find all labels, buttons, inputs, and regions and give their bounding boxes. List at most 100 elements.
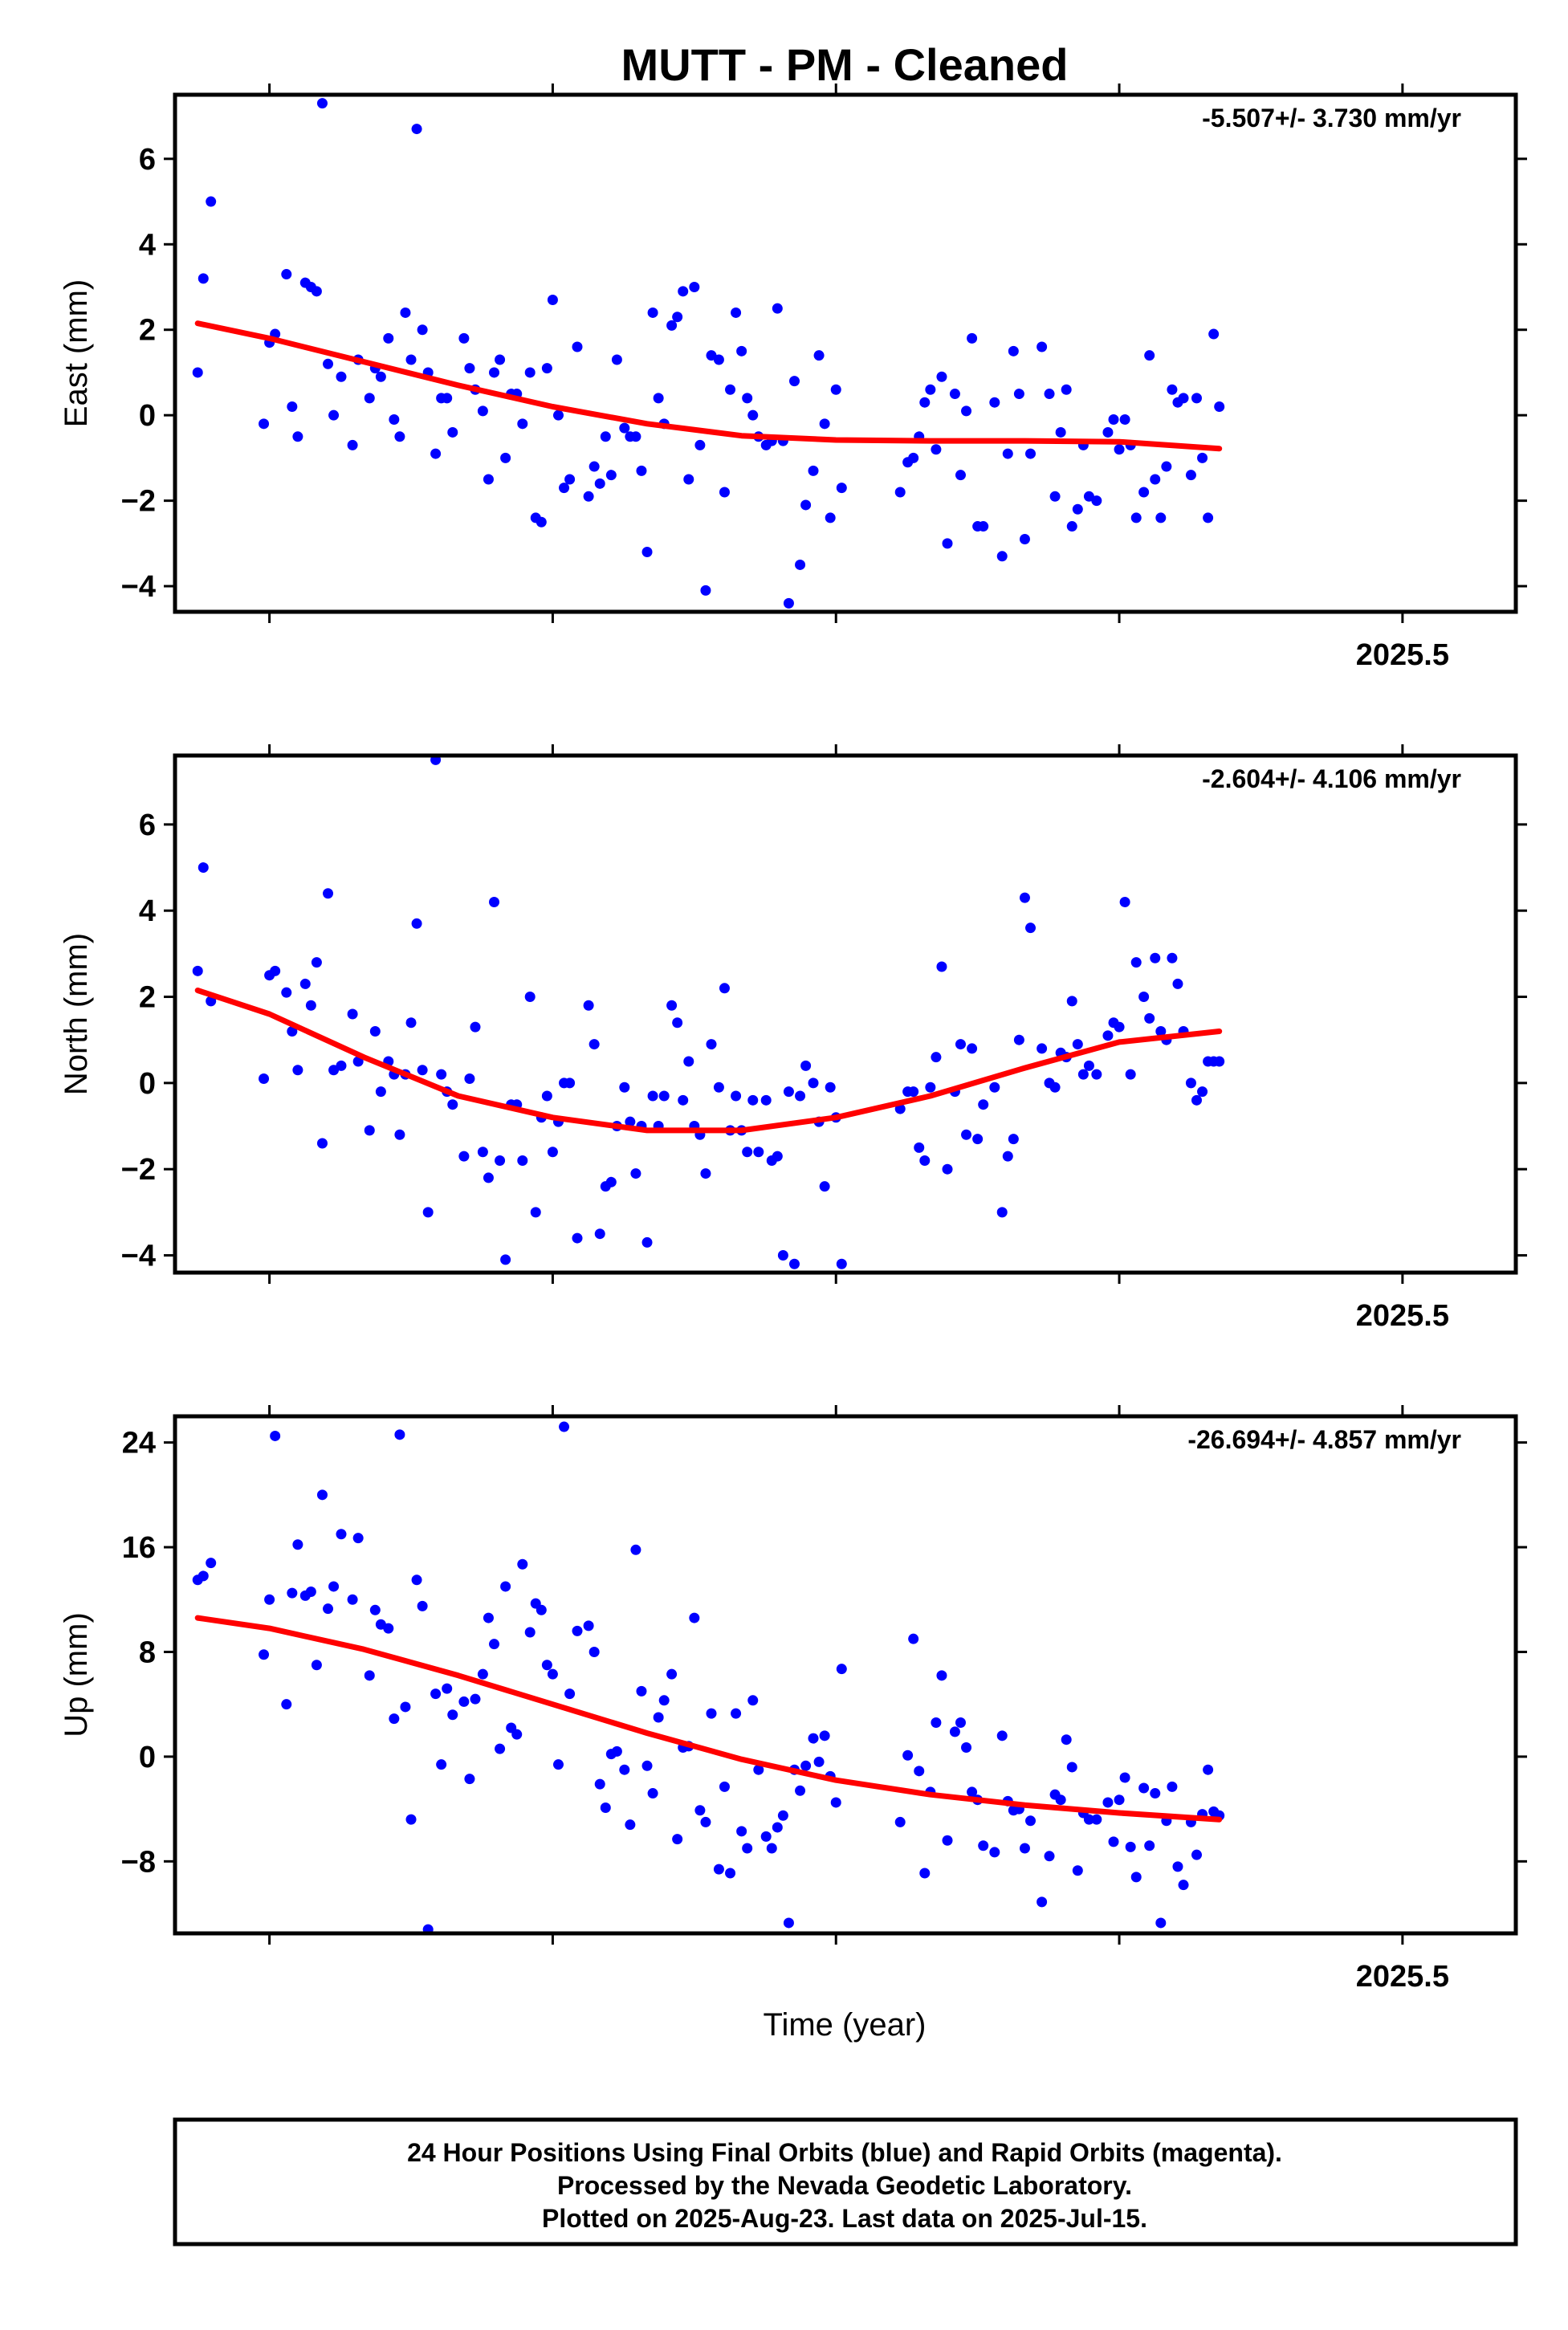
east-data-point	[942, 538, 953, 549]
east-data-point	[894, 487, 906, 498]
up-data-point	[541, 1660, 552, 1671]
north-data-point	[825, 1081, 836, 1093]
north-data-point	[1150, 952, 1161, 963]
east-data-point	[600, 431, 611, 442]
east-ytick-label: −2	[121, 485, 156, 519]
north-data-point	[305, 1000, 316, 1011]
north-data-point	[989, 1081, 1000, 1093]
up-data-point	[447, 1709, 458, 1721]
east-data-point	[955, 470, 966, 481]
north-data-point	[259, 1073, 270, 1084]
up-data-point	[1061, 1734, 1072, 1745]
east-data-point	[375, 371, 386, 382]
north-data-point	[1114, 1021, 1125, 1033]
up-data-point	[536, 1604, 547, 1615]
north-data-point	[292, 1065, 303, 1076]
east-data-point	[541, 363, 552, 374]
up-data-point	[589, 1646, 600, 1657]
east-data-point	[1049, 491, 1061, 502]
up-data-point	[1150, 1788, 1161, 1799]
north-data-point	[1077, 1069, 1089, 1080]
up-data-point	[908, 1633, 919, 1644]
up-data-point	[689, 1612, 700, 1623]
north-data-point	[619, 1081, 630, 1093]
east-data-point	[1037, 341, 1048, 352]
north-data-point	[447, 1099, 458, 1110]
up-data-point	[611, 1745, 622, 1757]
east-data-point	[500, 452, 511, 463]
up-data-point	[270, 1430, 281, 1441]
up-ytick-label: 8	[139, 1635, 156, 1669]
north-data-point	[1072, 1039, 1083, 1050]
east-data-point	[989, 397, 1000, 408]
east-data-point	[1178, 393, 1189, 404]
up-data-point	[352, 1533, 364, 1544]
up-data-point	[347, 1594, 358, 1605]
east-data-point	[672, 312, 683, 323]
east-data-point	[389, 413, 400, 425]
north-data-point	[375, 1086, 386, 1098]
up-data-point	[636, 1685, 647, 1697]
up-data-point	[672, 1834, 683, 1845]
north-data-point	[931, 1052, 942, 1063]
north-data-point	[783, 1086, 794, 1098]
north-y-axis-label: North (mm)	[59, 933, 94, 1095]
up-data-point	[1044, 1851, 1055, 1862]
east-data-point	[583, 491, 594, 502]
up-data-point	[641, 1760, 653, 1771]
up-data-point	[1019, 1843, 1030, 1854]
east-data-point	[1072, 503, 1083, 515]
north-data-point	[299, 978, 311, 989]
north-data-point	[908, 1086, 919, 1098]
east-ytick-label: 6	[139, 143, 156, 177]
up-data-point	[436, 1759, 447, 1770]
north-ytick-label: 0	[139, 1067, 156, 1101]
up-data-point	[830, 1797, 841, 1808]
east-frame	[173, 92, 1518, 614]
east-data-point	[1203, 512, 1214, 523]
up-data-point	[630, 1544, 641, 1555]
up-data-point	[594, 1778, 605, 1790]
up-data-point	[931, 1717, 942, 1729]
east-data-point	[700, 585, 711, 596]
north-data-point	[1172, 978, 1183, 989]
up-data-point	[902, 1750, 914, 1761]
up-data-point	[1203, 1764, 1214, 1775]
east-data-point	[630, 431, 641, 442]
north-data-point	[477, 1147, 488, 1158]
up-fit-line	[194, 1615, 1223, 1823]
north-data-point	[364, 1125, 375, 1136]
north-data-point	[1191, 1094, 1202, 1106]
east-data-point	[772, 303, 783, 314]
east-data-point	[1044, 389, 1055, 400]
north-data-point	[489, 896, 500, 907]
east-data-point	[364, 393, 375, 404]
north-data-point	[411, 918, 422, 929]
up-data-point	[694, 1805, 706, 1816]
up-xtick-label: 2025.5	[1356, 1960, 1449, 1994]
north-data-point	[311, 957, 322, 968]
up-data-point	[1091, 1814, 1102, 1825]
east-data-point	[316, 98, 328, 109]
east-data-point	[1066, 521, 1077, 532]
north-xtick-label: 2025.5	[1356, 1299, 1449, 1333]
east-data-point	[400, 307, 411, 318]
east-data-point	[447, 426, 458, 438]
north-data-point	[198, 862, 209, 874]
east-data-point	[1130, 512, 1142, 523]
up-data-point	[328, 1581, 340, 1592]
east-data-point	[813, 350, 825, 361]
east-data-point	[788, 376, 800, 387]
east-data-point	[689, 282, 700, 293]
up-data-point	[483, 1612, 494, 1623]
footer-line-3: Plotted on 2025-Aug-23. Last data on 202…	[542, 2204, 1147, 2233]
up-data-point	[836, 1664, 847, 1675]
up-data-point	[411, 1574, 422, 1586]
east-rate-label: -5.507+/- 3.730 mm/yr	[1202, 104, 1461, 132]
up-data-point	[458, 1696, 470, 1707]
up-data-point	[470, 1693, 481, 1705]
up-data-point	[311, 1660, 322, 1671]
up-data-point	[400, 1701, 411, 1713]
up-data-point	[264, 1594, 275, 1605]
east-data-point	[1155, 512, 1167, 523]
